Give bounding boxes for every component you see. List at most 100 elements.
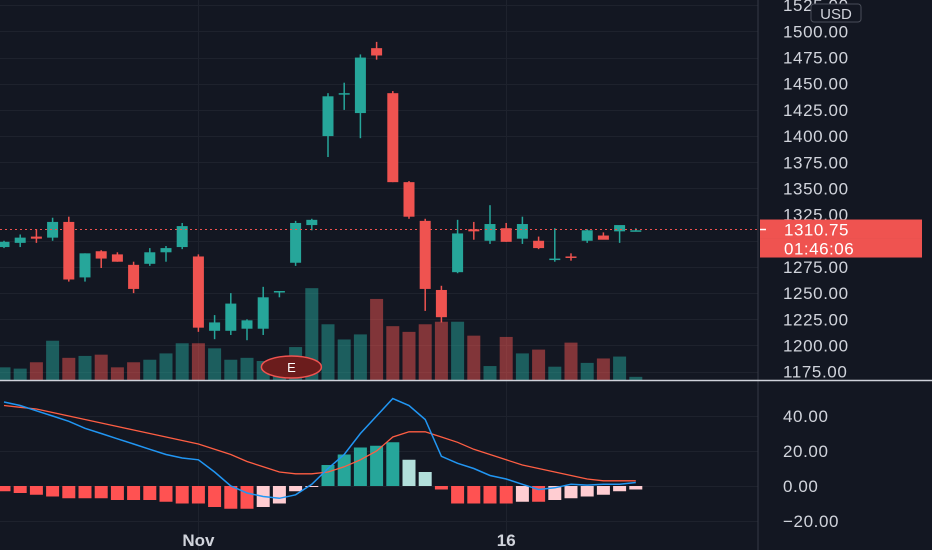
macd-histogram-bar (127, 486, 141, 500)
candle-body (257, 297, 269, 329)
candle[interactable] (273, 291, 285, 298)
candle[interactable] (144, 248, 156, 266)
candle[interactable] (14, 234, 26, 248)
candle[interactable] (209, 315, 221, 340)
candle-body (565, 256, 577, 258)
candle[interactable] (241, 319, 253, 341)
candle[interactable] (225, 293, 237, 335)
macd-histogram-bar (240, 486, 254, 509)
volume-bar (548, 366, 562, 380)
candle[interactable] (338, 82, 350, 110)
candle-body (225, 303, 237, 331)
last-price-badge: 1310.75 01:46:06 (760, 219, 922, 259)
candle[interactable] (128, 261, 140, 294)
candle-body (176, 226, 188, 248)
candle[interactable] (387, 91, 399, 183)
volume-bar (629, 376, 643, 380)
time-tick-label: Nov (182, 531, 215, 550)
macd-tick-label: −20.00 (783, 512, 839, 531)
candle[interactable] (597, 232, 609, 240)
candle[interactable] (63, 216, 75, 282)
candle-body (192, 256, 204, 328)
candle[interactable] (549, 228, 561, 262)
candle-body (500, 228, 512, 242)
candle-body (614, 225, 626, 232)
price-axis[interactable]: 1175.001200.001225.001250.001275.001300.… (783, 0, 849, 382)
volume-bar (94, 354, 108, 380)
volume-bar (175, 343, 189, 380)
last-price-value: 1310.75 (784, 221, 849, 240)
candle[interactable] (0, 240, 10, 249)
candle[interactable] (306, 218, 318, 231)
macd-histogram-bar (418, 472, 432, 486)
candle-body (47, 221, 59, 238)
volume-bar (110, 367, 124, 380)
candle[interactable] (468, 221, 480, 240)
candle[interactable] (500, 222, 512, 242)
candle[interactable] (290, 220, 302, 266)
currency-box (810, 3, 862, 23)
candle[interactable] (354, 54, 366, 139)
candle[interactable] (435, 285, 447, 323)
candle[interactable] (516, 216, 528, 244)
candle[interactable] (565, 253, 577, 261)
macd-histogram-bar (499, 486, 513, 504)
macd-histogram-bar (564, 486, 578, 499)
candle[interactable] (257, 286, 269, 335)
candle[interactable] (322, 93, 334, 158)
candle-body (160, 248, 172, 253)
candle-body (533, 240, 545, 249)
volume-bar (483, 366, 497, 380)
candle[interactable] (452, 219, 464, 274)
currency-text: USD (820, 6, 852, 23)
macd-histogram-bar (515, 486, 529, 502)
volume-bar (78, 355, 92, 380)
price-tick-label: 1450.00 (783, 75, 849, 94)
earnings-marker[interactable]: E (260, 355, 323, 379)
candle[interactable] (371, 41, 383, 60)
price-tick-label: 1275.00 (783, 258, 849, 277)
candle[interactable] (160, 246, 172, 262)
macd-histogram-bar (580, 486, 594, 497)
earnings-marker-badge (260, 355, 323, 379)
volume-bar (143, 359, 157, 380)
candle[interactable] (581, 229, 593, 243)
candle-body (144, 252, 156, 264)
candle-body (241, 320, 253, 329)
macd-histogram-bar (613, 486, 627, 492)
macd-histogram-bar (94, 486, 108, 499)
macd-axis[interactable]: −20.00 0.00 20.00 40.00 (783, 407, 839, 531)
macd-histogram-bar (434, 486, 448, 490)
macd-histogram-bar (386, 442, 400, 486)
candle-body (452, 233, 464, 273)
candle[interactable] (111, 252, 123, 262)
price-tick-label: 1175.00 (783, 363, 847, 382)
candle[interactable] (30, 229, 42, 243)
candle[interactable] (192, 254, 204, 332)
candlesticks[interactable] (0, 41, 642, 341)
volume-bar (13, 368, 27, 380)
candle[interactable] (95, 250, 107, 268)
price-tick-label: 1225.00 (783, 310, 849, 329)
candle[interactable] (484, 205, 496, 244)
macd-histogram-bar (370, 445, 384, 486)
time-axis[interactable]: Nov 16 (182, 531, 515, 550)
signal-line (3, 404, 636, 482)
candle[interactable] (176, 222, 188, 250)
price-tick-label: 1250.00 (783, 284, 849, 303)
candle[interactable] (79, 253, 91, 282)
earnings-marker-label: E (287, 360, 296, 375)
candle[interactable] (614, 225, 626, 243)
candle[interactable] (403, 181, 415, 219)
candle[interactable] (419, 218, 431, 311)
macd-histogram-bar (467, 486, 481, 504)
candle[interactable] (47, 217, 59, 241)
candle[interactable] (533, 236, 545, 250)
price-tick-label: 1200.00 (783, 336, 849, 355)
currency-label[interactable]: USD (810, 3, 862, 23)
candle-body (63, 221, 75, 280)
volume-bar (321, 324, 335, 380)
volume-bar (564, 342, 578, 380)
candle-body (0, 241, 10, 248)
